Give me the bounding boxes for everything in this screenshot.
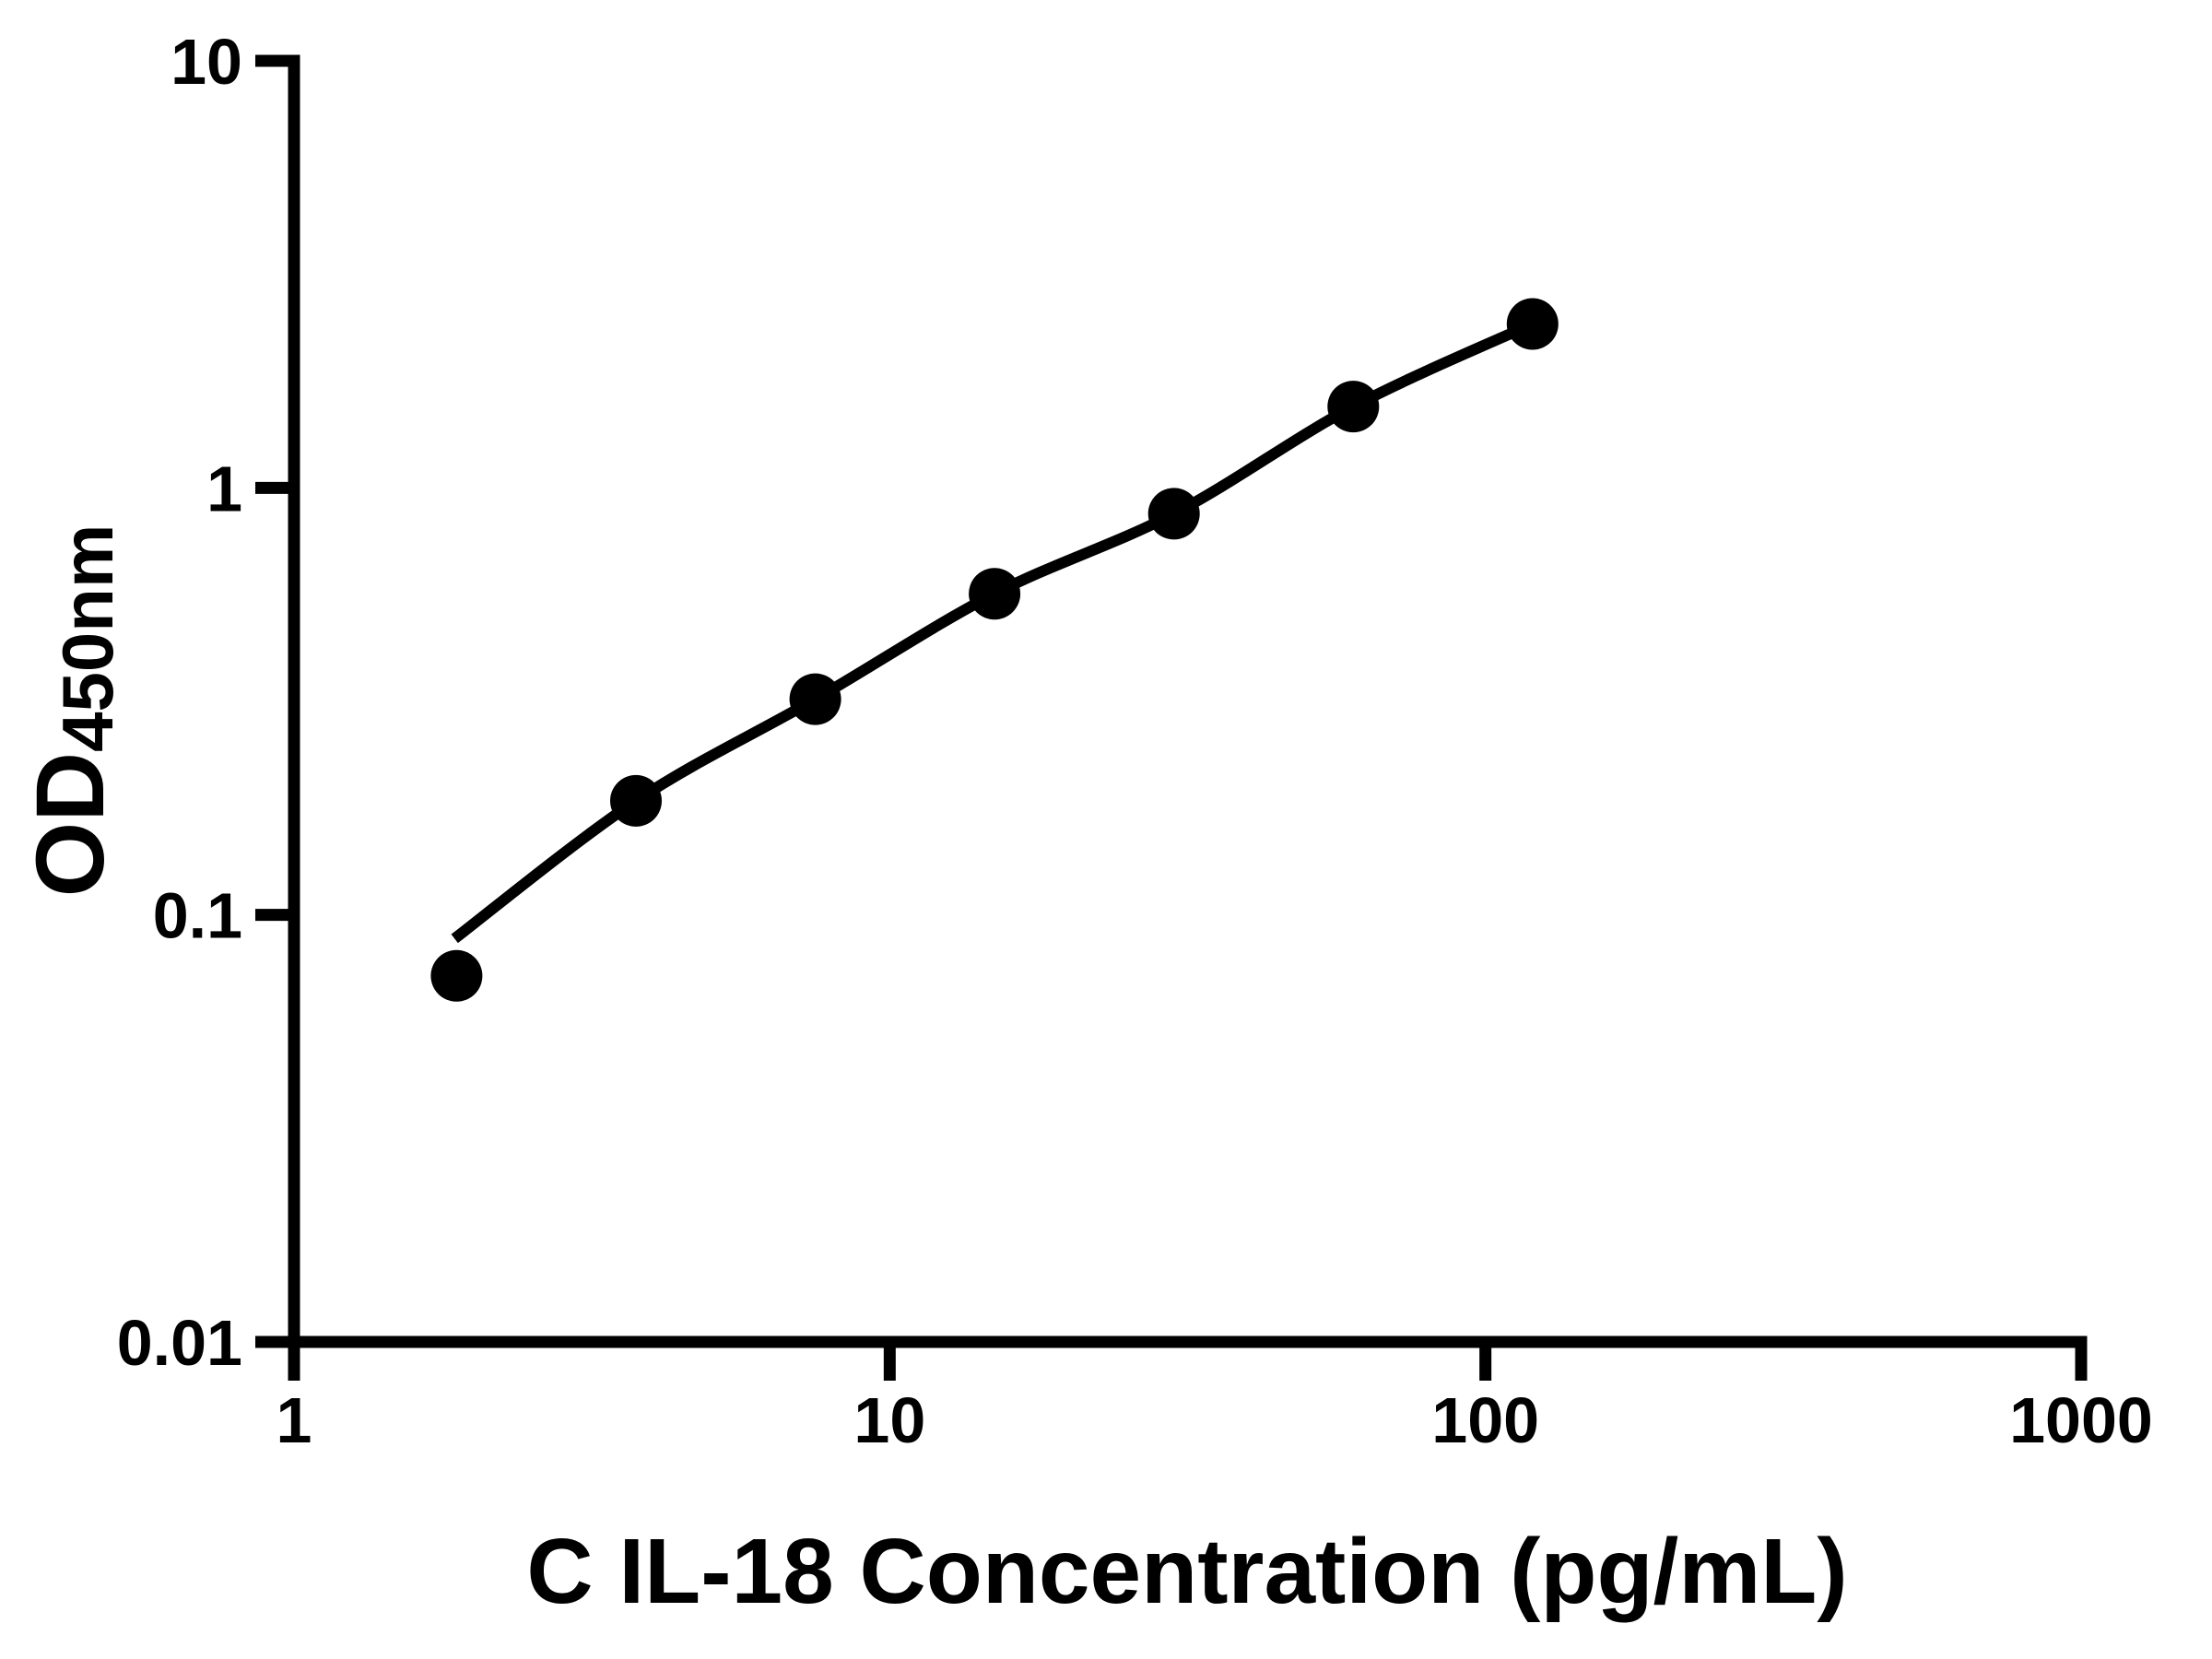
- y-axis-title: OD450nm: [11, 388, 131, 1033]
- y-axis-title-sub: 450nm: [47, 524, 128, 752]
- y-tick-label: 1: [206, 453, 242, 524]
- x-tick-label: 10: [853, 1384, 925, 1456]
- x-tick-label: 1000: [2009, 1384, 2153, 1456]
- data-point-marker: [969, 568, 1021, 620]
- data-point-marker: [430, 949, 483, 1002]
- y-axis-title-main: OD: [17, 751, 124, 898]
- y-tick-label: 0.1: [153, 880, 242, 952]
- data-point-marker: [1506, 298, 1559, 350]
- x-tick-label: 100: [1431, 1384, 1539, 1456]
- data-point-marker: [1327, 381, 1380, 433]
- x-axis-title: C IL-18 Concentration (pg/mL): [526, 1520, 1848, 1623]
- data-point-marker: [610, 774, 662, 827]
- y-tick-label: 10: [171, 26, 242, 98]
- data-point-marker: [789, 673, 841, 725]
- data-point-marker: [1147, 488, 1200, 540]
- x-tick-label: 1: [276, 1384, 312, 1456]
- y-tick-label: 0.01: [117, 1307, 242, 1379]
